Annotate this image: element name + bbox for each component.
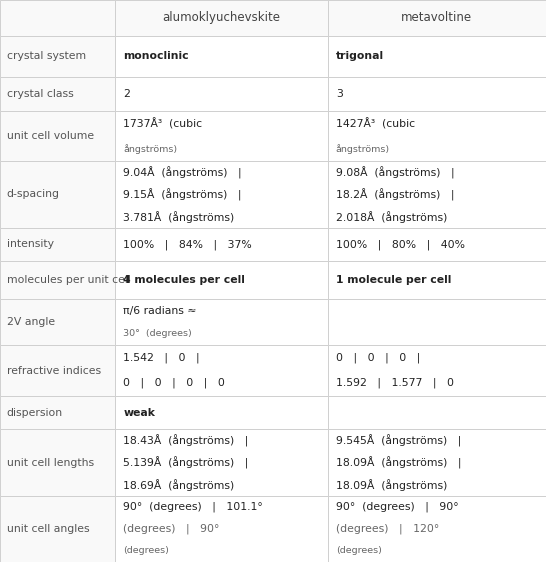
Text: intensity: intensity xyxy=(7,239,54,250)
Bar xyxy=(0,78,115,111)
Text: 18.2Å  (ångströms)   |: 18.2Å (ångströms) | xyxy=(336,188,454,201)
Text: 2V angle: 2V angle xyxy=(7,318,55,328)
Text: unit cell angles: unit cell angles xyxy=(7,524,89,534)
Text: (degrees): (degrees) xyxy=(123,546,169,555)
Text: 2.018Å  (ångströms): 2.018Å (ångströms) xyxy=(336,211,447,223)
Text: metavoltine: metavoltine xyxy=(401,11,472,24)
Text: 2: 2 xyxy=(123,89,130,99)
Text: 1427Å³  (cubic: 1427Å³ (cubic xyxy=(336,118,415,129)
Text: ångströms): ångströms) xyxy=(336,144,390,154)
Bar xyxy=(115,496,328,562)
Bar xyxy=(0,496,115,562)
Text: 3.781Å  (ångströms): 3.781Å (ångströms) xyxy=(123,211,235,223)
Text: 100%   |   84%   |   37%: 100% | 84% | 37% xyxy=(123,239,252,250)
Text: 1.542   |   0   |: 1.542 | 0 | xyxy=(123,353,200,363)
Text: weak: weak xyxy=(123,407,155,418)
Text: crystal system: crystal system xyxy=(7,52,86,61)
Bar xyxy=(0,261,115,300)
Bar xyxy=(328,496,546,562)
Bar xyxy=(328,429,546,496)
Text: 9.08Å  (ångströms)   |: 9.08Å (ångströms) | xyxy=(336,166,454,179)
Text: 9.04Å  (ångströms)   |: 9.04Å (ångströms) | xyxy=(123,166,242,179)
Text: 1737Å³  (cubic: 1737Å³ (cubic xyxy=(123,118,203,129)
Text: trigonal: trigonal xyxy=(336,52,384,61)
Text: 1 molecule per cell: 1 molecule per cell xyxy=(336,275,451,285)
Bar xyxy=(328,161,546,228)
Bar xyxy=(115,78,328,111)
Text: 9.545Å  (ångströms)   |: 9.545Å (ångströms) | xyxy=(336,434,461,447)
Bar xyxy=(0,0,115,35)
Bar xyxy=(115,396,328,429)
Bar xyxy=(115,0,328,35)
Text: 18.09Å  (ångströms): 18.09Å (ångströms) xyxy=(336,479,447,491)
Bar xyxy=(115,111,328,161)
Bar xyxy=(328,228,546,261)
Bar xyxy=(0,228,115,261)
Text: 18.09Å  (ångströms)   |: 18.09Å (ångströms) | xyxy=(336,456,461,469)
Text: 4 molecules per cell: 4 molecules per cell xyxy=(123,275,245,285)
Bar xyxy=(115,161,328,228)
Bar xyxy=(115,35,328,78)
Text: (degrees)   |   90°: (degrees) | 90° xyxy=(123,524,220,534)
Bar xyxy=(0,35,115,78)
Bar xyxy=(328,35,546,78)
Bar xyxy=(328,300,546,346)
Bar xyxy=(328,261,546,300)
Text: crystal class: crystal class xyxy=(7,89,73,99)
Bar xyxy=(0,111,115,161)
Bar xyxy=(0,396,115,429)
Bar xyxy=(115,300,328,346)
Bar xyxy=(328,78,546,111)
Bar xyxy=(328,0,546,35)
Text: 90°  (degrees)   |   90°: 90° (degrees) | 90° xyxy=(336,501,459,512)
Text: 100%   |   80%   |   40%: 100% | 80% | 40% xyxy=(336,239,465,250)
Bar xyxy=(115,429,328,496)
Bar xyxy=(0,300,115,346)
Bar xyxy=(0,161,115,228)
Text: (degrees): (degrees) xyxy=(336,546,382,555)
Text: 5.139Å  (ångströms)   |: 5.139Å (ångströms) | xyxy=(123,456,249,469)
Bar xyxy=(115,228,328,261)
Bar xyxy=(0,346,115,396)
Text: 9.15Å  (ångströms)   |: 9.15Å (ångströms) | xyxy=(123,188,242,201)
Text: ångströms): ångströms) xyxy=(123,144,177,154)
Text: 0   |   0   |   0   |: 0 | 0 | 0 | xyxy=(336,353,420,363)
Text: 90°  (degrees)   |   101.1°: 90° (degrees) | 101.1° xyxy=(123,501,263,512)
Text: unit cell lengths: unit cell lengths xyxy=(7,457,94,468)
Text: alumoklyuchevskite: alumoklyuchevskite xyxy=(162,11,281,24)
Text: 18.69Å  (ångströms): 18.69Å (ångströms) xyxy=(123,479,235,491)
Text: unit cell volume: unit cell volume xyxy=(7,131,94,141)
Text: 30°  (degrees): 30° (degrees) xyxy=(123,329,192,338)
Text: d-spacing: d-spacing xyxy=(7,189,60,200)
Text: 0   |   0   |   0   |   0: 0 | 0 | 0 | 0 xyxy=(123,378,225,388)
Bar xyxy=(115,346,328,396)
Text: monoclinic: monoclinic xyxy=(123,52,189,61)
Text: refractive indices: refractive indices xyxy=(7,365,100,375)
Text: dispersion: dispersion xyxy=(7,407,63,418)
Text: (degrees)   |   120°: (degrees) | 120° xyxy=(336,524,439,534)
Text: 3: 3 xyxy=(336,89,343,99)
Bar xyxy=(0,429,115,496)
Bar xyxy=(328,396,546,429)
Bar xyxy=(115,261,328,300)
Bar xyxy=(328,346,546,396)
Text: molecules per unit cell: molecules per unit cell xyxy=(7,275,130,285)
Bar xyxy=(328,111,546,161)
Text: π/6 radians ≈: π/6 radians ≈ xyxy=(123,306,197,316)
Text: 18.43Å  (ångströms)   |: 18.43Å (ångströms) | xyxy=(123,434,249,447)
Text: 1.592   |   1.577   |   0: 1.592 | 1.577 | 0 xyxy=(336,378,454,388)
